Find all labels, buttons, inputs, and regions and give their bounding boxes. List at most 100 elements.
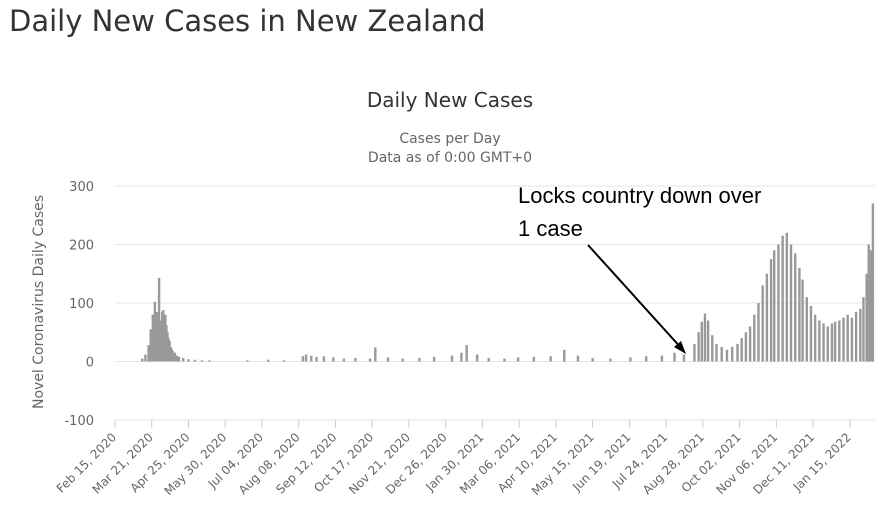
bar [725,349,729,362]
bar [859,308,862,362]
bar [748,326,752,362]
bar [801,279,804,362]
bar [246,360,249,362]
y-tick-label: 300 [69,180,94,195]
bar [549,356,552,362]
bar [785,232,789,362]
bar [153,301,157,362]
y-tick-label: 200 [69,239,94,254]
y-tick-label: -100 [64,414,94,429]
bar [267,359,270,362]
bar [731,346,734,362]
annotation: Locks country down over 1 case [518,183,761,354]
bar [850,317,854,362]
bar [151,314,154,362]
bar [869,250,873,362]
bar [697,332,700,362]
bar [401,358,404,362]
bar [736,343,739,362]
bar [773,250,776,362]
bar [865,273,868,362]
bar [720,346,723,362]
bar [182,357,185,362]
bar [591,357,594,362]
chart-subtitle-line-1: Cases per Day [399,131,500,147]
bar [822,323,825,362]
bar [682,354,686,362]
bar [374,347,377,362]
bar [177,356,181,362]
bar [310,355,313,362]
bar [673,352,676,362]
bar [516,357,520,362]
bar [342,358,346,362]
bar [769,259,773,362]
bar [208,360,211,362]
bar [503,358,506,362]
bar [609,358,612,362]
bar [304,354,308,362]
bar [871,203,875,362]
y-tick-label: 0 [86,356,94,371]
bar [693,343,696,362]
bar [354,357,357,362]
bar [173,352,177,362]
bar [475,354,479,362]
bar [644,356,648,362]
bar [765,273,769,362]
y-axis-label: Novel Coronavirus Daily Cases [31,195,47,409]
bar [532,356,536,362]
bars [141,203,875,362]
bar [301,356,305,362]
bar [576,355,580,362]
bar [826,326,829,362]
bar [147,345,150,362]
bar [563,349,566,362]
bar [418,357,421,362]
bar [862,297,865,362]
y-tick-label: 100 [69,297,94,312]
bar [761,285,764,362]
bar [660,355,664,362]
annotation-line-1: Locks country down over [518,183,761,208]
bar [322,356,326,362]
bar [171,350,174,362]
bar [332,357,335,362]
bar [809,305,813,362]
chart-subtitle-line-2: Data as of 0:00 GMT+0 [368,150,532,166]
chart-title: Daily New Cases [367,88,533,112]
bar [700,321,703,362]
bar [706,320,710,362]
bar [813,314,817,362]
bar [703,313,707,362]
bar [368,358,372,362]
bar [465,345,468,362]
bar [805,297,808,362]
grid-lines [115,185,875,421]
bar [187,359,190,362]
bar [753,314,756,362]
bar [282,360,286,362]
bar [838,320,841,362]
bar [867,244,870,362]
bar [715,343,718,362]
bar [386,357,390,362]
bar [757,303,760,362]
bar [777,244,780,362]
annotation-line-2: 1 case [518,216,583,241]
bar [846,314,849,362]
bar [833,321,837,362]
bar [830,323,834,362]
bar [193,359,196,362]
bar [740,338,743,362]
bar [789,244,793,362]
bar [781,235,784,362]
bar [798,267,801,362]
bar [842,317,845,362]
bar [200,360,204,362]
bar [432,356,436,362]
bar [450,355,454,362]
bar [175,355,179,362]
